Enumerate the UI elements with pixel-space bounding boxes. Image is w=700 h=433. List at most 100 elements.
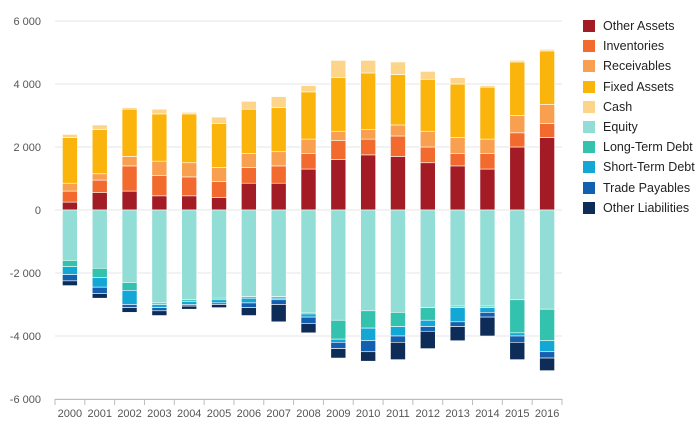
bar-segment bbox=[151, 307, 168, 312]
bar-segment bbox=[151, 209, 168, 304]
bar-segment bbox=[509, 341, 526, 360]
bar-segment bbox=[360, 154, 376, 211]
bar-segment bbox=[539, 50, 555, 105]
bar-segment bbox=[449, 77, 466, 85]
bar-segment bbox=[121, 209, 138, 283]
bar-segment bbox=[479, 153, 496, 170]
x-tick-label: 2001 bbox=[87, 408, 111, 420]
bar-segment bbox=[449, 321, 466, 327]
y-tick-label: -6 000 bbox=[10, 394, 41, 406]
bar-segment bbox=[390, 326, 406, 337]
bar-segment bbox=[479, 85, 496, 88]
legend-item: Long-Term Debt bbox=[583, 137, 695, 157]
bar-segment bbox=[330, 319, 347, 340]
bar-segment bbox=[151, 195, 168, 211]
legend-swatch bbox=[583, 20, 595, 33]
x-tick-label: 2008 bbox=[296, 408, 320, 420]
y-tick-label: 0 bbox=[35, 205, 41, 217]
bar-segment bbox=[211, 116, 227, 124]
bar-segment bbox=[181, 113, 198, 164]
bar-segment bbox=[419, 162, 436, 211]
bar-segment bbox=[360, 129, 376, 140]
bar-segment bbox=[151, 310, 168, 316]
bar-segment bbox=[62, 137, 78, 184]
legend-swatch bbox=[583, 201, 595, 214]
bar-segment bbox=[330, 60, 347, 79]
bar-segment bbox=[62, 260, 78, 267]
bar-segment bbox=[449, 165, 466, 211]
legend-label: Other Assets bbox=[603, 19, 675, 34]
bar-segment bbox=[539, 123, 555, 138]
bar-segment bbox=[300, 313, 317, 318]
bar-segment bbox=[509, 209, 526, 301]
bar-segment bbox=[181, 162, 198, 178]
bar-segment bbox=[270, 299, 287, 305]
bar-segment bbox=[91, 124, 108, 130]
bar-segment bbox=[479, 209, 496, 307]
bar-segment bbox=[390, 335, 406, 343]
legend-item: Short-Term Debt bbox=[583, 157, 695, 177]
legend-swatch bbox=[583, 40, 595, 53]
bar-segment bbox=[62, 190, 78, 203]
x-tick-label: 2000 bbox=[58, 408, 82, 420]
bar-segment bbox=[211, 181, 227, 198]
legend-label: Inventories bbox=[603, 39, 665, 54]
legend-label: Other Liabilities bbox=[603, 200, 690, 215]
bar-segment bbox=[300, 168, 317, 211]
x-tick-label: 2003 bbox=[147, 408, 171, 420]
bar-segment bbox=[151, 113, 168, 162]
bar-segment bbox=[330, 348, 347, 359]
bar-segment bbox=[151, 175, 168, 197]
bar-segment bbox=[449, 83, 466, 138]
y-tick-label: 6 000 bbox=[13, 16, 41, 28]
bar-segment bbox=[181, 301, 198, 305]
bar-segment bbox=[360, 310, 376, 329]
bar-segment bbox=[121, 304, 138, 308]
bar-segment bbox=[539, 351, 555, 359]
bar-segment bbox=[91, 179, 108, 193]
bar-segment bbox=[211, 209, 227, 299]
bar-segment bbox=[300, 316, 317, 324]
bar-segment bbox=[390, 209, 406, 313]
bar-segment bbox=[539, 49, 555, 52]
bar-segment bbox=[360, 351, 376, 362]
bar-segment bbox=[270, 182, 287, 211]
bar-segment bbox=[91, 192, 108, 211]
bar-segment bbox=[419, 307, 436, 321]
bar-segment bbox=[479, 138, 496, 154]
x-tick-label: 2015 bbox=[505, 408, 529, 420]
bar-segment bbox=[479, 86, 496, 140]
bar-segment bbox=[390, 341, 406, 360]
bar-segment bbox=[509, 61, 526, 116]
bar-segment bbox=[330, 140, 347, 160]
bar-segment bbox=[390, 312, 406, 327]
bar-segment bbox=[91, 277, 108, 288]
legend-item: Fixed Assets bbox=[583, 77, 695, 97]
bar-segment bbox=[241, 297, 257, 304]
x-tick-label: 2002 bbox=[117, 408, 141, 420]
bar-segment bbox=[270, 304, 287, 323]
bar-segment bbox=[241, 101, 257, 110]
bar-segment bbox=[449, 153, 466, 167]
bar-segment bbox=[509, 60, 526, 63]
bar-segment bbox=[91, 173, 108, 181]
bar-segment bbox=[300, 323, 317, 334]
bar-segment bbox=[419, 78, 436, 132]
bar-segment bbox=[211, 197, 227, 211]
bar-segment bbox=[419, 209, 436, 308]
bar-segment bbox=[241, 302, 257, 308]
bar-segment bbox=[419, 330, 436, 349]
bar-segment bbox=[62, 201, 78, 211]
x-tick-label: 2013 bbox=[445, 408, 469, 420]
bar-segment bbox=[62, 182, 78, 192]
bar-segment bbox=[539, 209, 555, 310]
bar-segment bbox=[539, 137, 555, 211]
bar-segment bbox=[330, 77, 347, 132]
bar-segment bbox=[390, 124, 406, 137]
bar-segment bbox=[91, 129, 108, 175]
x-tick-label: 2010 bbox=[356, 408, 380, 420]
legend-item: Other Liabilities bbox=[583, 198, 695, 218]
axes: 6 000 4 000 2 000 0 -2 000 -4 000 -6 000 2000 20… bbox=[10, 16, 563, 420]
legend-label: Long-Term Debt bbox=[603, 140, 693, 155]
bar-segment bbox=[270, 151, 287, 167]
